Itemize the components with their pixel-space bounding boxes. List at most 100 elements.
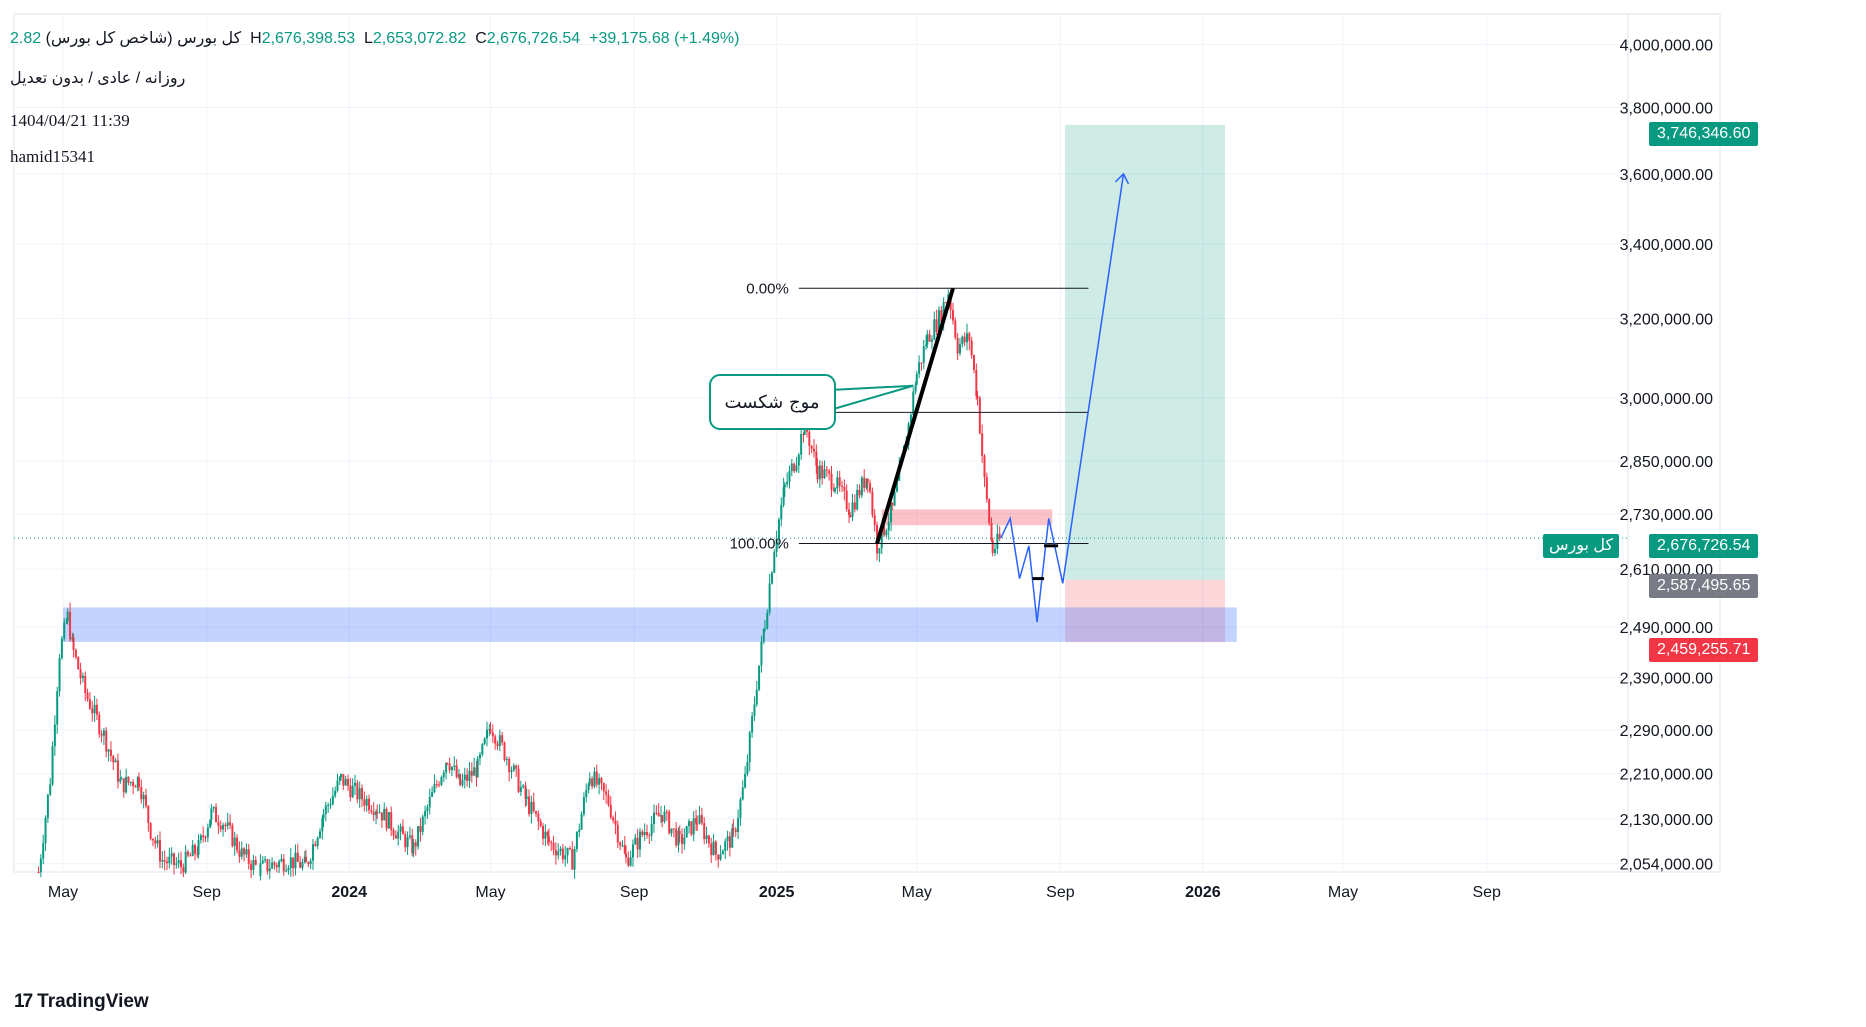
candle-body (95, 704, 98, 715)
candle-body (885, 530, 888, 536)
candle-body (154, 840, 157, 844)
candle-body (996, 533, 999, 550)
candle-body (721, 851, 724, 855)
candle-body (408, 835, 411, 838)
candle-body (356, 782, 359, 800)
candle-body (546, 831, 549, 837)
candle-body (385, 808, 388, 829)
candle-body (841, 486, 844, 488)
candle-body (58, 658, 61, 692)
candle-body (891, 502, 894, 506)
candle-body (524, 785, 527, 799)
candle-body (695, 818, 698, 824)
candle-body (634, 837, 637, 845)
candle-body (250, 863, 253, 871)
candle-body (245, 849, 248, 855)
candle-body (392, 830, 395, 836)
candle-body (928, 334, 931, 342)
candle-body (915, 373, 918, 385)
candle-body (726, 836, 729, 842)
tradingview-logo[interactable]: 17 TradingView (14, 991, 149, 1013)
candle-body (336, 780, 339, 791)
candle-body (428, 796, 431, 808)
candle-body (550, 842, 553, 844)
candle-body (595, 771, 598, 785)
candle-body (259, 863, 262, 877)
candle-body (455, 765, 458, 778)
chart-frame (13, 13, 1721, 873)
candle-body (940, 310, 943, 322)
candle-body (457, 774, 460, 778)
candle-body (631, 844, 634, 858)
candle-body (958, 344, 961, 354)
candle-body (670, 828, 673, 834)
candle-body (69, 611, 72, 640)
candle-body (818, 465, 821, 480)
x-tick-label: Sep (620, 884, 649, 901)
candle-body (544, 831, 547, 839)
candle-body (147, 805, 150, 824)
x-tick-label: Sep (192, 884, 221, 901)
candle-body (459, 774, 462, 786)
candlestick-series (37, 289, 1001, 881)
candle-body (895, 480, 898, 492)
change-value: +39,175.68 (+1.49%) (589, 30, 740, 47)
candle-body (376, 811, 379, 813)
target-price-tag: 3,746,346.60 (1649, 122, 1759, 146)
candle-body (327, 804, 330, 806)
candle-body (321, 818, 324, 832)
candle-body (890, 502, 893, 523)
y-tick-label: 2,054,000.00 (1620, 857, 1714, 874)
candle-body (578, 829, 581, 832)
candle-body (665, 811, 668, 813)
candle-body (700, 815, 703, 823)
candle-body (663, 811, 666, 822)
candle-body (254, 859, 257, 865)
demand-zone (63, 607, 1237, 642)
candle-body (614, 820, 617, 825)
candle-body (933, 319, 936, 340)
candle-body (311, 844, 314, 861)
candle-body (525, 796, 528, 799)
candle-body (866, 478, 869, 484)
candle-body (74, 649, 77, 658)
candle-body (37, 872, 40, 873)
candle-body (151, 838, 154, 841)
y-tick-label: 2,130,000.00 (1620, 812, 1714, 829)
candle-body (537, 813, 540, 822)
candle-body (522, 785, 525, 788)
candle-body (285, 870, 288, 872)
candle-body (88, 699, 91, 709)
candle-body (703, 822, 706, 840)
candle-body (755, 689, 758, 705)
candle-body (448, 763, 451, 771)
candle-body (56, 691, 59, 725)
candle-body (848, 509, 851, 516)
candle-body (144, 795, 147, 806)
price-zones (63, 124, 1237, 643)
tv-icon: 17 (14, 991, 33, 1012)
y-tick-label: 3,600,000.00 (1620, 167, 1714, 184)
candle-body (696, 823, 699, 825)
candle-body (86, 692, 89, 700)
candle-body (690, 821, 693, 835)
symbol-name[interactable]: کل بورس (شاخص کل بورس) (45, 30, 242, 47)
author-name: hamid15341 (10, 147, 95, 166)
candle-body (44, 818, 47, 844)
breakout-wave-line (875, 287, 955, 545)
candle-body (893, 491, 896, 506)
candle-body (623, 845, 626, 854)
candle-body (170, 853, 173, 857)
candle-body (168, 856, 171, 864)
candle-body (421, 816, 424, 832)
candle-body (473, 767, 476, 776)
candle-body (63, 622, 66, 639)
candle-body (858, 489, 861, 496)
candle-body (834, 488, 837, 492)
candle-body (184, 851, 187, 873)
candle-body (575, 831, 578, 850)
candle-body (602, 783, 605, 792)
candle-body (677, 830, 680, 846)
candle-body (140, 786, 143, 800)
